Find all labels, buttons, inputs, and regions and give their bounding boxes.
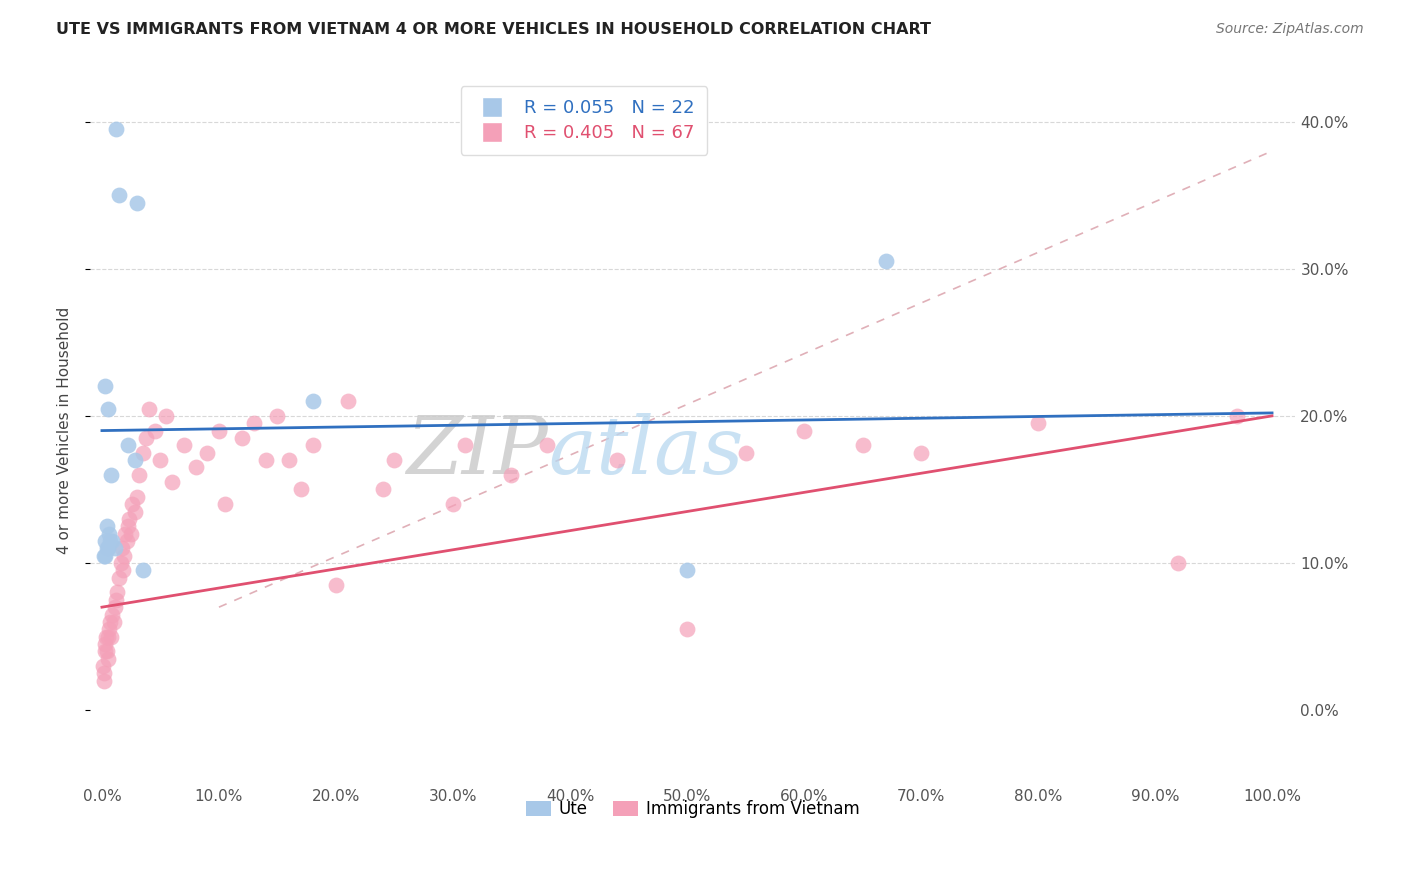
Point bbox=[97, 622, 120, 636]
Point bbox=[98, 615, 121, 629]
Point bbox=[110, 556, 132, 570]
Point bbox=[125, 195, 148, 210]
Point bbox=[155, 409, 177, 423]
Point bbox=[1167, 556, 1189, 570]
Point bbox=[290, 483, 312, 497]
Point bbox=[103, 615, 125, 629]
Point bbox=[104, 122, 127, 136]
Point bbox=[97, 541, 120, 556]
Point bbox=[501, 467, 523, 482]
Text: UTE VS IMMIGRANTS FROM VIETNAM 4 OR MORE VEHICLES IN HOUSEHOLD CORRELATION CHART: UTE VS IMMIGRANTS FROM VIETNAM 4 OR MORE… bbox=[56, 22, 931, 37]
Point bbox=[734, 445, 756, 459]
Point bbox=[453, 438, 475, 452]
Point bbox=[101, 607, 124, 622]
Point bbox=[94, 637, 117, 651]
Point bbox=[875, 254, 897, 268]
Point bbox=[278, 453, 301, 467]
Point bbox=[96, 519, 118, 533]
Point bbox=[98, 533, 121, 548]
Point bbox=[114, 526, 136, 541]
Point bbox=[93, 673, 115, 688]
Point bbox=[97, 651, 120, 665]
Point bbox=[143, 424, 166, 438]
Point bbox=[94, 630, 117, 644]
Point bbox=[120, 526, 142, 541]
Point bbox=[793, 424, 815, 438]
Point bbox=[135, 431, 157, 445]
Point bbox=[243, 416, 266, 430]
Point bbox=[336, 394, 359, 409]
Legend: Ute, Immigrants from Vietnam: Ute, Immigrants from Vietnam bbox=[519, 794, 866, 825]
Point bbox=[441, 497, 464, 511]
Point bbox=[384, 453, 406, 467]
Point bbox=[208, 424, 231, 438]
Point bbox=[94, 533, 117, 548]
Text: atlas: atlas bbox=[548, 413, 744, 491]
Point bbox=[910, 445, 932, 459]
Point bbox=[108, 188, 131, 202]
Point bbox=[1026, 416, 1049, 430]
Point bbox=[97, 401, 120, 416]
Y-axis label: 4 or more Vehicles in Household: 4 or more Vehicles in Household bbox=[58, 307, 72, 554]
Point bbox=[128, 467, 150, 482]
Point bbox=[124, 504, 146, 518]
Point bbox=[371, 483, 394, 497]
Point bbox=[93, 666, 115, 681]
Point bbox=[112, 549, 135, 563]
Point bbox=[117, 519, 139, 533]
Point bbox=[111, 541, 134, 556]
Point bbox=[214, 497, 236, 511]
Point bbox=[124, 453, 146, 467]
Point bbox=[108, 571, 131, 585]
Point bbox=[132, 563, 155, 577]
Point bbox=[195, 445, 218, 459]
Point bbox=[118, 512, 141, 526]
Point bbox=[266, 409, 288, 423]
Point bbox=[115, 533, 138, 548]
Point bbox=[676, 622, 699, 636]
Point bbox=[91, 659, 114, 673]
Point bbox=[96, 644, 118, 658]
Point bbox=[231, 431, 253, 445]
Point bbox=[132, 445, 155, 459]
Point bbox=[97, 526, 120, 541]
Point bbox=[138, 401, 160, 416]
Point bbox=[104, 541, 127, 556]
Point bbox=[254, 453, 277, 467]
Point bbox=[94, 644, 117, 658]
Point bbox=[851, 438, 873, 452]
Point bbox=[94, 379, 117, 393]
Point bbox=[160, 475, 183, 489]
Point bbox=[536, 438, 558, 452]
Point bbox=[121, 497, 143, 511]
Point bbox=[100, 467, 122, 482]
Point bbox=[97, 630, 120, 644]
Point bbox=[149, 453, 172, 467]
Point bbox=[101, 533, 124, 548]
Point bbox=[325, 578, 347, 592]
Point bbox=[104, 592, 127, 607]
Point bbox=[94, 549, 117, 563]
Point bbox=[125, 490, 148, 504]
Point bbox=[100, 630, 122, 644]
Text: Source: ZipAtlas.com: Source: ZipAtlas.com bbox=[1216, 22, 1364, 37]
Point bbox=[676, 563, 699, 577]
Point bbox=[301, 394, 323, 409]
Point bbox=[301, 438, 323, 452]
Text: ZIP: ZIP bbox=[406, 413, 548, 491]
Point bbox=[1226, 409, 1249, 423]
Point bbox=[117, 438, 139, 452]
Point bbox=[93, 549, 115, 563]
Point bbox=[173, 438, 195, 452]
Point bbox=[104, 600, 127, 615]
Point bbox=[606, 453, 628, 467]
Point bbox=[111, 563, 134, 577]
Point bbox=[184, 460, 207, 475]
Point bbox=[96, 541, 118, 556]
Point bbox=[105, 585, 128, 599]
